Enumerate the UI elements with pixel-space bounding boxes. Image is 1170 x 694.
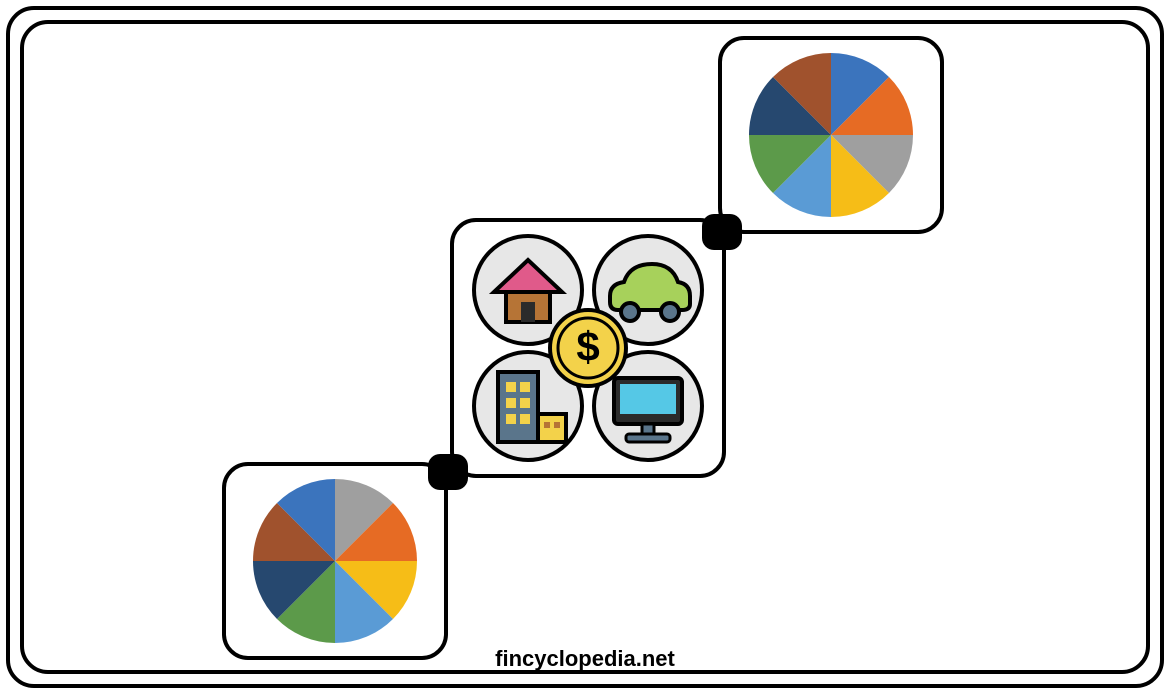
source-caption: fincyclopedia.net bbox=[0, 646, 1170, 672]
pie-chart bbox=[253, 479, 417, 643]
graphics-layer: $ bbox=[0, 0, 1170, 694]
stage: $ fincyclopedia.net bbox=[0, 0, 1170, 694]
pie-chart bbox=[749, 53, 913, 217]
svg-text:$: $ bbox=[576, 323, 599, 370]
assets-icon: $ bbox=[474, 236, 702, 460]
